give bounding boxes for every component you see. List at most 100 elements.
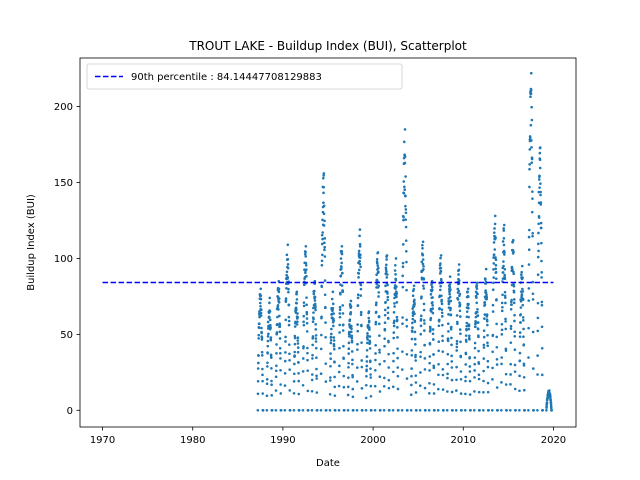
data-point xyxy=(432,383,436,386)
data-point xyxy=(374,352,377,355)
data-point xyxy=(269,336,273,339)
data-point xyxy=(474,325,477,328)
data-point xyxy=(256,409,260,412)
data-point xyxy=(481,409,485,412)
data-point xyxy=(357,268,361,272)
data-point xyxy=(513,330,516,334)
data-point xyxy=(466,290,469,294)
data-point xyxy=(369,384,373,388)
data-point xyxy=(329,376,332,379)
data-point xyxy=(385,254,389,257)
data-point xyxy=(447,301,451,305)
data-point xyxy=(332,312,335,315)
data-point xyxy=(521,276,524,280)
data-point xyxy=(405,325,409,328)
data-point xyxy=(311,373,314,376)
data-point xyxy=(455,365,458,369)
data-point xyxy=(441,388,445,391)
data-point xyxy=(375,261,379,265)
data-point xyxy=(306,389,310,393)
data-point xyxy=(284,335,287,339)
data-point xyxy=(395,292,399,295)
data-point xyxy=(323,255,327,258)
data-point xyxy=(449,299,453,303)
data-point xyxy=(441,368,445,371)
data-point xyxy=(455,345,459,349)
data-point xyxy=(519,313,523,316)
data-point xyxy=(394,257,398,260)
data-point xyxy=(342,385,346,389)
data-point xyxy=(395,285,398,288)
data-point xyxy=(351,373,354,377)
data-point xyxy=(260,354,264,357)
data-point xyxy=(501,293,504,297)
data-point xyxy=(369,373,372,376)
data-point xyxy=(528,163,531,166)
data-point xyxy=(321,253,324,257)
data-point xyxy=(414,391,418,394)
data-point xyxy=(536,301,540,305)
data-point xyxy=(513,334,517,338)
data-point xyxy=(332,347,336,351)
data-point xyxy=(475,284,479,287)
data-point xyxy=(392,370,395,374)
data-point xyxy=(482,357,486,360)
data-point xyxy=(286,243,290,247)
data-point xyxy=(366,332,369,335)
data-point xyxy=(450,366,454,369)
data-point xyxy=(440,294,443,298)
data-point xyxy=(295,298,299,301)
data-point xyxy=(537,242,540,246)
data-point xyxy=(310,409,314,412)
data-point xyxy=(338,312,342,315)
data-point xyxy=(351,362,354,366)
x-tick-label: 1980 xyxy=(180,435,205,446)
data-point xyxy=(395,301,399,304)
data-point xyxy=(261,379,264,383)
data-point xyxy=(430,285,434,289)
data-point xyxy=(338,364,341,368)
data-point xyxy=(403,128,407,131)
data-point xyxy=(539,221,543,225)
data-point xyxy=(288,358,291,362)
data-point xyxy=(365,368,368,371)
data-point xyxy=(468,379,472,383)
data-point xyxy=(319,347,323,351)
data-point xyxy=(297,392,301,396)
data-point xyxy=(513,319,516,323)
data-point xyxy=(450,360,454,363)
data-point xyxy=(538,158,542,162)
data-point xyxy=(404,225,408,229)
data-point xyxy=(355,380,359,383)
data-point xyxy=(332,324,335,328)
data-point xyxy=(315,374,318,378)
data-point xyxy=(365,348,369,352)
data-point xyxy=(332,342,336,346)
data-point xyxy=(387,366,391,369)
data-point xyxy=(538,186,541,189)
data-point xyxy=(296,346,300,349)
data-point xyxy=(295,290,299,294)
data-point xyxy=(260,336,264,340)
data-point xyxy=(396,347,399,350)
data-point xyxy=(388,409,391,412)
data-point xyxy=(500,356,503,359)
data-point xyxy=(423,329,426,332)
data-point xyxy=(350,327,353,331)
data-point xyxy=(531,231,534,235)
data-point xyxy=(439,270,443,273)
data-point xyxy=(277,297,281,300)
data-point xyxy=(351,395,355,399)
data-point xyxy=(385,258,388,261)
data-point xyxy=(403,185,406,189)
points-layer xyxy=(256,71,553,412)
data-point xyxy=(287,319,291,323)
data-point xyxy=(422,302,426,306)
data-point xyxy=(427,409,431,412)
data-point xyxy=(531,280,535,284)
data-point xyxy=(284,318,288,322)
data-point xyxy=(410,383,413,387)
data-point xyxy=(266,344,270,348)
data-point xyxy=(312,317,315,321)
data-point xyxy=(260,331,263,335)
